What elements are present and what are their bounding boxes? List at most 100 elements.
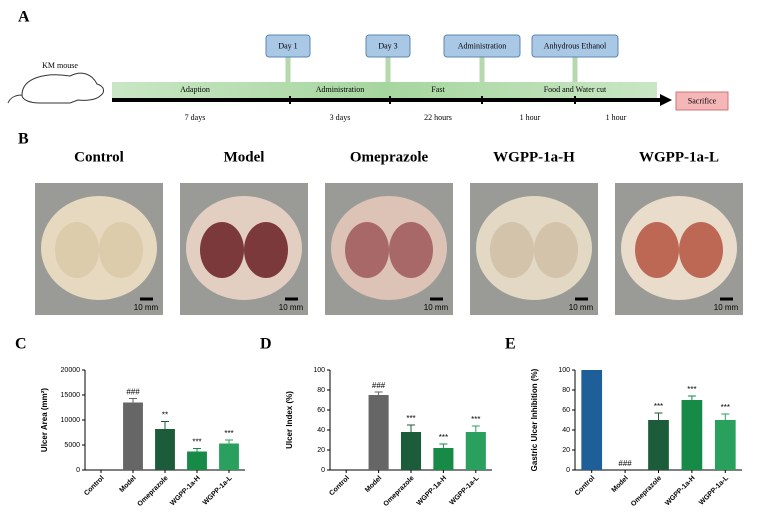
phase-label: Administration <box>316 85 364 94</box>
scale-label: 10 mm <box>714 303 739 312</box>
duration-label: 7 days <box>185 113 206 122</box>
x-tick-label: Control <box>328 475 351 498</box>
bar <box>465 432 486 470</box>
y-tick-label: 20000 <box>61 367 81 374</box>
significance-label: *** <box>224 429 233 438</box>
significance-label: ### <box>126 388 140 397</box>
scale-label: 10 mm <box>569 303 594 312</box>
group-title: Model <box>224 149 265 165</box>
significance-label: ### <box>372 381 386 390</box>
x-tick-label: Omeprazole <box>382 475 415 508</box>
y-tick-label: 20 <box>317 447 325 454</box>
panel-label: D <box>260 336 272 353</box>
error-bar <box>129 398 137 403</box>
significance-label: *** <box>471 415 480 424</box>
timeline-panel: A KM mouse Sacrifice Day 1 Day 3 Administr… <box>7 9 729 122</box>
y-tick-label: 100 <box>558 367 570 374</box>
lesion <box>534 222 578 278</box>
significance-label: *** <box>687 385 696 394</box>
y-tick-label: 60 <box>562 407 570 414</box>
duration-label: 3 days <box>330 113 351 122</box>
y-tick-label: 80 <box>317 387 325 394</box>
panel-label: C <box>15 336 27 353</box>
timeline-bar <box>112 82 657 98</box>
x-tick-label: WGPP-1a-H <box>416 475 448 507</box>
photo-panel: B Control 10 mm Model 10 mm Omeprazole 10 mm W… <box>18 131 743 315</box>
group-title: Control <box>74 149 124 165</box>
x-tick-label: Omeprazole <box>630 475 663 508</box>
bar <box>368 395 389 470</box>
panel-label: B <box>18 131 29 148</box>
bar <box>400 432 422 470</box>
end-box <box>675 91 729 111</box>
significance-label: *** <box>406 414 415 423</box>
lesion <box>490 222 534 278</box>
scale-label: 10 mm <box>424 303 449 312</box>
bar <box>123 402 143 470</box>
bar <box>219 443 239 470</box>
error-bar <box>161 421 169 429</box>
y-tick-label: 20 <box>562 447 570 454</box>
event-label: Day 1 <box>278 41 297 50</box>
lesion <box>389 222 433 278</box>
error-bar <box>193 448 201 452</box>
y-tick-label: 100 <box>313 367 325 374</box>
bar <box>433 448 454 470</box>
x-tick-label: Control <box>83 475 106 498</box>
phase-label: Adaption <box>180 85 210 94</box>
event-label: Anhydrous Ethanol <box>544 41 607 50</box>
y-tick-label: 60 <box>317 407 325 414</box>
group-title: WGPP-1a-H <box>493 149 575 165</box>
event-box <box>265 34 311 58</box>
y-tick-label: 15000 <box>61 392 81 399</box>
x-tick-label: WGPP-1a-L <box>202 474 234 506</box>
event-box <box>365 34 411 58</box>
bar <box>648 420 669 470</box>
x-tick-label: Control <box>574 475 597 498</box>
error-bar <box>439 443 448 448</box>
duration-label: 1 hour <box>520 113 541 122</box>
y-tick-label: 0 <box>321 467 325 474</box>
group-title: WGPP-1a-L <box>639 149 719 165</box>
scale-label: 10 mm <box>279 303 304 312</box>
y-tick-label: 0 <box>76 467 80 474</box>
duration-label: 22 hours <box>424 113 452 122</box>
bar <box>187 451 207 470</box>
group-title: Omeprazole <box>350 149 429 165</box>
event-box <box>443 34 521 58</box>
phase-label: Food and Water cut <box>544 85 607 94</box>
error-bar <box>687 395 696 400</box>
arrow-head <box>660 94 672 106</box>
x-tick-label: Model <box>364 475 383 494</box>
y-axis-title: Gastric Ulcer Inhibition (%) <box>530 368 539 471</box>
significance-label: *** <box>721 403 730 412</box>
event-box <box>531 34 619 58</box>
y-tick-label: 40 <box>317 427 325 434</box>
lesion <box>635 222 679 278</box>
x-tick-label: Model <box>611 475 630 494</box>
lesion <box>200 222 244 278</box>
duration-label: 1 hour <box>606 113 627 122</box>
significance-label: ### <box>618 459 632 468</box>
error-bar <box>225 439 233 444</box>
x-tick-label: WGPP-1a-H <box>169 475 201 507</box>
significance-label: *** <box>439 433 448 442</box>
panel-label: A <box>18 9 30 26</box>
y-tick-label: 80 <box>562 387 570 394</box>
lesion <box>679 222 723 278</box>
y-tick-label: 10000 <box>61 417 81 424</box>
scale-label: 10 mm <box>134 303 159 312</box>
error-bar <box>471 425 480 432</box>
error-bar <box>721 413 730 420</box>
panel-label: E <box>505 336 516 353</box>
bar <box>155 429 175 470</box>
error-bar <box>654 412 663 420</box>
bar <box>581 370 603 470</box>
x-tick-label: Omeprazole <box>136 475 169 508</box>
significance-label: *** <box>192 438 201 447</box>
lesion <box>244 222 288 278</box>
event-label: Day 3 <box>378 41 397 50</box>
error-bar <box>407 424 415 432</box>
